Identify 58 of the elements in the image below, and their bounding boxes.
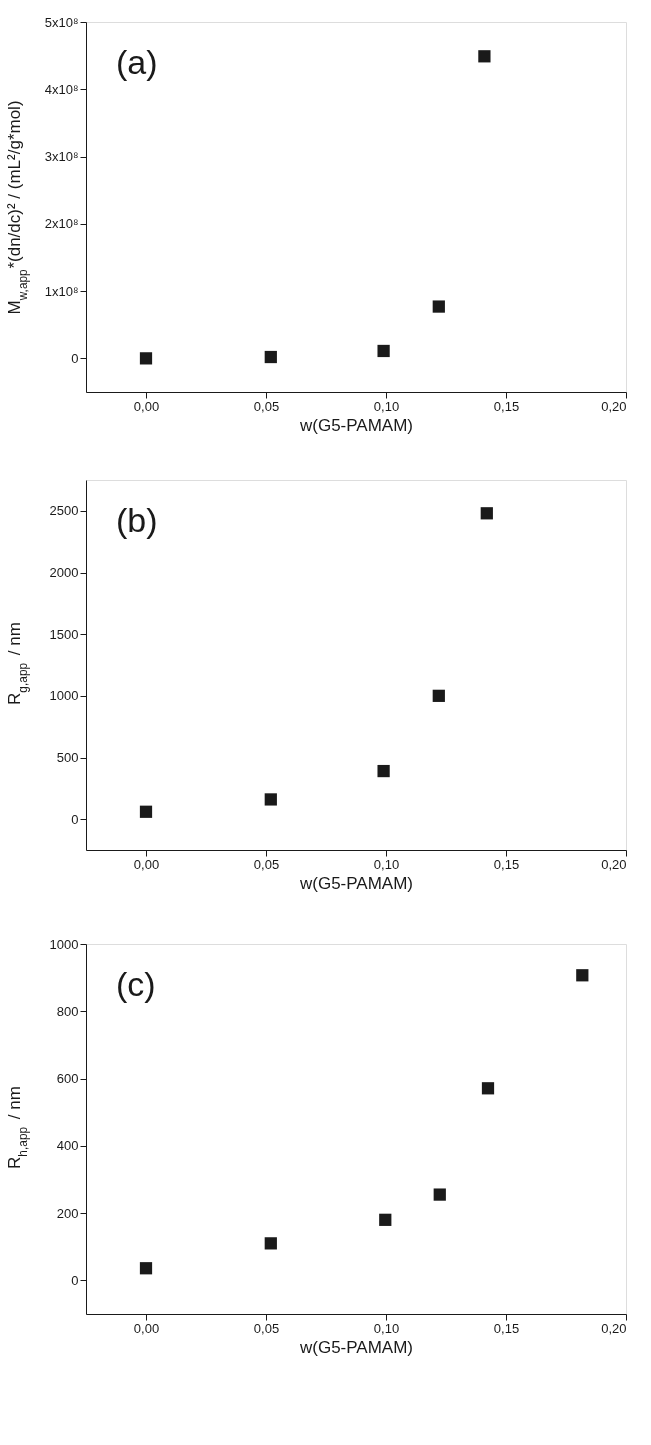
y-tick-label: 600 bbox=[56, 1071, 79, 1087]
x-axis-title: w(G5-PAMAM) bbox=[298, 1337, 414, 1357]
point bbox=[576, 969, 589, 982]
y-tick-label: 1000 bbox=[49, 688, 79, 704]
y-tick-label: 0 bbox=[71, 811, 79, 827]
point bbox=[264, 793, 277, 806]
y-tick-label: 500 bbox=[56, 750, 79, 765]
x-tick-label: 0,00 bbox=[133, 1320, 160, 1336]
y-axis-title: Rg,app / nm bbox=[5, 622, 31, 705]
x-tick-label: 0,05 bbox=[253, 398, 280, 414]
point bbox=[379, 1213, 392, 1226]
point bbox=[377, 344, 390, 358]
x-tick-label: 0,05 bbox=[253, 1320, 280, 1336]
y-tick-label: 400 bbox=[56, 1138, 79, 1154]
x-axis-title: w(G5-PAMAM) bbox=[298, 873, 414, 893]
x-tick-label: 0,20 bbox=[601, 398, 627, 414]
point bbox=[432, 689, 445, 702]
y-tick-label: 2000 bbox=[49, 565, 79, 580]
x-axis-title: w(G5-PAMAM) bbox=[298, 415, 414, 435]
y-axis-title: Mw,app*(dn/dc)² / (mL²/g*mol) bbox=[5, 100, 31, 315]
annotation: (c) bbox=[116, 965, 156, 1003]
point bbox=[139, 805, 153, 818]
annotation: (b) bbox=[116, 501, 158, 539]
x-tick-label: 0,00 bbox=[133, 856, 160, 872]
y-tick-label: 0 bbox=[71, 1272, 79, 1288]
point bbox=[481, 1082, 495, 1095]
x-tick-label: 0,15 bbox=[493, 398, 520, 414]
y-tick-label: 4x10⁸ bbox=[44, 81, 79, 97]
x-tick-label: 0,20 bbox=[601, 1320, 627, 1336]
point bbox=[432, 300, 445, 313]
x-tick-label: 0,10 bbox=[373, 398, 400, 414]
y-tick-label: 5x10⁸ bbox=[44, 14, 79, 30]
y-axis-title: Rh,app / nm bbox=[5, 1086, 31, 1169]
y-tick-label: 2x10⁸ bbox=[44, 216, 79, 232]
point bbox=[264, 350, 277, 364]
y-tick-label: 1000 bbox=[49, 936, 79, 952]
x-tick-label: 0,10 bbox=[373, 856, 400, 872]
point bbox=[139, 1262, 153, 1275]
y-tick-label: 800 bbox=[56, 1003, 79, 1019]
point bbox=[264, 1237, 277, 1250]
y-tick-label: 1500 bbox=[49, 626, 79, 642]
x-tick-label: 0,15 bbox=[493, 1320, 520, 1336]
x-tick-label: 0,05 bbox=[253, 856, 280, 872]
point bbox=[478, 50, 491, 63]
point bbox=[480, 507, 493, 520]
point bbox=[377, 764, 390, 778]
y-tick-label: 1x10⁸ bbox=[44, 283, 79, 299]
x-tick-label: 0,00 bbox=[133, 398, 160, 414]
x-tick-label: 0,20 bbox=[601, 856, 627, 872]
point bbox=[433, 1188, 446, 1201]
x-tick-label: 0,15 bbox=[493, 856, 520, 872]
point bbox=[139, 352, 153, 365]
y-tick-label: 3x10⁸ bbox=[44, 149, 79, 165]
y-tick-label: 200 bbox=[56, 1205, 79, 1221]
annotation: (a) bbox=[116, 43, 158, 81]
y-tick-label: 2500 bbox=[49, 503, 79, 519]
x-tick-label: 0,10 bbox=[373, 1320, 400, 1336]
y-tick-label: 0 bbox=[71, 350, 79, 366]
